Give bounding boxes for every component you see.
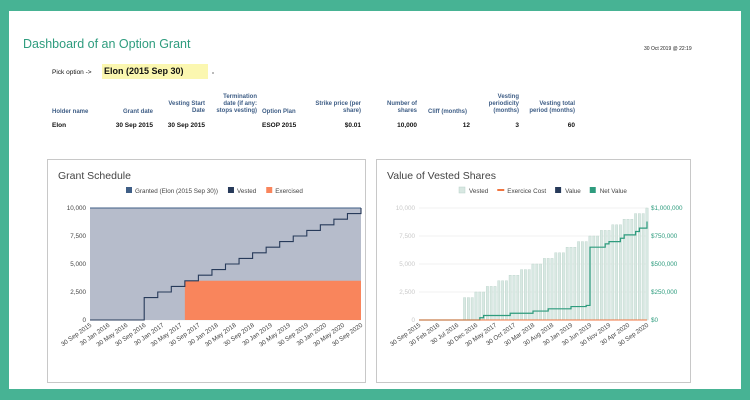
- pick-option-label: Pick option ->: [52, 69, 92, 76]
- vested-line: [90, 208, 362, 321]
- y2-tick-label: $750,000: [651, 233, 678, 240]
- vested-bar: [478, 291, 482, 321]
- vested-bar: [581, 241, 584, 321]
- cell-vesting-total: 60: [567, 122, 575, 129]
- legend-swatch: [126, 187, 132, 193]
- y-tick-label: 5,000: [70, 261, 86, 268]
- vested-bar: [600, 230, 603, 321]
- exercised-area: [90, 280, 361, 320]
- legend-swatch: [458, 186, 466, 194]
- cell-grant-date: 30 Sep 2015: [115, 122, 153, 129]
- cell-holder-name: Elon: [52, 122, 67, 129]
- net-value-line: [419, 221, 648, 321]
- vested-bar: [611, 224, 615, 321]
- y2-tick-label: $500,000: [651, 261, 678, 268]
- y-tick-label: 7,500: [399, 233, 415, 240]
- vested-bar: [474, 291, 478, 321]
- header-grant-date: Grant date: [122, 109, 153, 115]
- y-tick-label: 10,000: [67, 205, 87, 212]
- vested-bar: [463, 297, 466, 321]
- header-termination-date: Termination date (if any: stops vesting): [216, 94, 257, 115]
- y-tick-label: 5,000: [399, 261, 415, 268]
- vested-bar: [470, 297, 474, 321]
- cell-vesting-start: 30 Sep 2015: [167, 122, 205, 129]
- vested-bar: [520, 269, 523, 321]
- vested-bar: [550, 258, 554, 321]
- vested-bar: [596, 235, 599, 321]
- y2-tick-label: $250,000: [651, 289, 678, 296]
- vested-bar: [527, 269, 531, 321]
- header-vesting-start: Vesting Start Date: [168, 101, 205, 115]
- chart-title: Grant Schedule: [58, 170, 131, 182]
- vested-bar: [501, 280, 504, 321]
- timestamp: 30 Oct 2019 @ 22:19: [644, 46, 692, 52]
- legend-label: Granted (Elon (2015 Sep 30)): [135, 188, 218, 195]
- vested-bar: [505, 280, 508, 321]
- header-option-plan: Option Plan: [262, 109, 296, 115]
- cell-cliff: 12: [462, 122, 470, 129]
- cell-number-of-shares: 10,000: [397, 122, 417, 129]
- y-tick-label: 2,500: [70, 289, 86, 296]
- header-number-of-shares: Number of shares: [387, 101, 417, 115]
- vested-bar: [524, 269, 527, 321]
- y-tick-label: 0: [411, 317, 415, 324]
- vested-bar: [577, 241, 580, 321]
- y-tick-label: 0: [82, 317, 86, 324]
- vested-bar: [554, 252, 558, 321]
- legend-swatch: [589, 187, 596, 193]
- y2-tick-label: $0: [651, 317, 659, 324]
- vested-bar: [641, 213, 645, 321]
- legend-label: Exercice Cost: [507, 188, 546, 195]
- legend-label: Value: [565, 188, 581, 195]
- cell-option-plan: ESOP 2015: [262, 122, 297, 129]
- y-tick-label: 10,000: [396, 205, 416, 212]
- legend-label: Vested: [469, 188, 489, 195]
- legend-swatch: [266, 187, 273, 193]
- spreadsheet-sheet: Dashboard of an Option Grant 30 Oct 2019…: [9, 11, 741, 389]
- grant-schedule-chart: Grant Schedule Granted (Elon (2015 Sep 3…: [47, 159, 366, 383]
- legend-swatch: [227, 187, 234, 193]
- legend-label: Net Value: [600, 188, 628, 195]
- legend-label: Vested: [237, 188, 257, 195]
- vested-bar: [634, 213, 637, 321]
- page-title: Dashboard of an Option Grant: [23, 37, 191, 51]
- vested-bar: [573, 246, 577, 321]
- y-tick-label: 7,500: [70, 233, 86, 240]
- value-vested-shares-chart: Value of Vested Shares Vested Exercice Co…: [376, 159, 691, 383]
- cell-strike-price: $0.01: [344, 122, 361, 129]
- header-vesting-periodicity: Vesting periodicity (months): [488, 94, 519, 115]
- grant-schedule-svg: Granted (Elon (2015 Sep 30)) Vested Exerci…: [60, 187, 365, 349]
- pick-option-select[interactable]: Elon (2015 Sep 30): [102, 64, 208, 79]
- legend-swatch: [555, 187, 562, 193]
- vested-bar: [584, 241, 588, 321]
- header-cliff: Cliff (months): [428, 109, 467, 115]
- legend-swatch: [497, 189, 505, 191]
- header-strike-price: Strike price (per share): [315, 101, 361, 115]
- dropdown-icon[interactable]: [212, 72, 214, 74]
- vested-bar: [558, 252, 561, 321]
- vested-bar: [467, 297, 470, 321]
- header-vesting-total: Vesting total period (months): [529, 101, 575, 115]
- chart-title: Value of Vested Shares: [387, 170, 496, 182]
- y-tick-label: 2,500: [399, 289, 415, 296]
- cell-vesting-periodicity: 3: [515, 122, 519, 129]
- legend-label: Exercised: [275, 188, 303, 195]
- vested-bar: [562, 252, 565, 321]
- vested-bar: [497, 280, 501, 321]
- vested-bar: [615, 224, 618, 321]
- vested-bar: [592, 235, 596, 321]
- value-vested-shares-svg: Vested Exercice Cost Value Net Value 0 2,500 5…: [389, 186, 683, 349]
- header-holder-name: Holder name: [52, 109, 89, 115]
- y2-tick-label: $1,000,000: [651, 205, 683, 212]
